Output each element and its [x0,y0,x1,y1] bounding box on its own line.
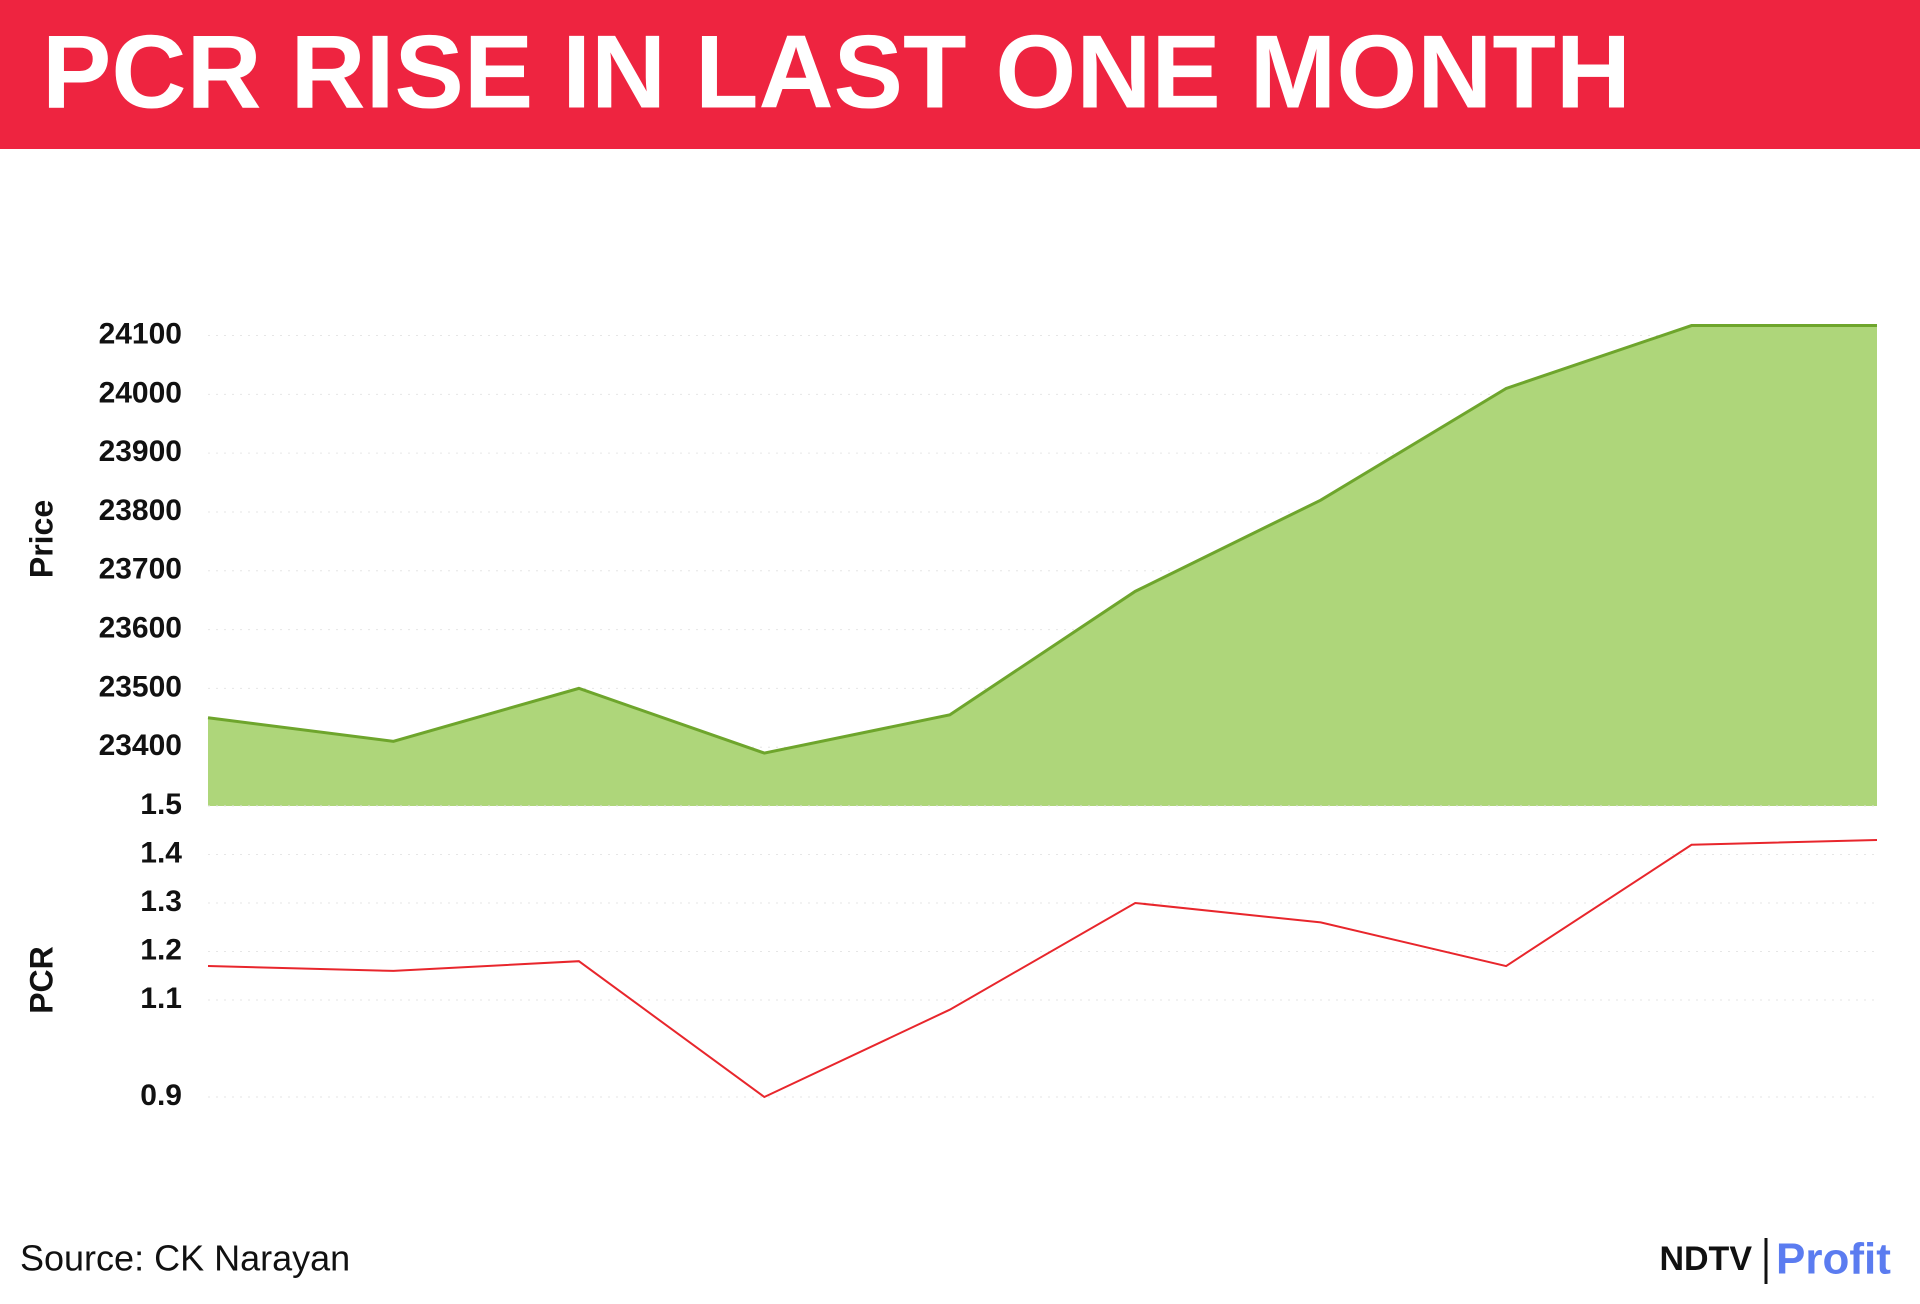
y-tick-label: 1.3 [140,885,182,918]
y-tick-label: 23900 [99,435,182,468]
y-tick-label: 1.2 [140,933,182,966]
chart-title: PCR RISE IN LAST ONE MONTH [42,14,1631,130]
area-fill [208,325,1877,806]
y-tick-label: 24000 [99,376,182,409]
brand-ndtv: NDTV [1659,1240,1752,1278]
y-axis-title: PCR [23,946,59,1014]
y-axis-title: Price [23,500,59,578]
y-tick-label: 23400 [99,729,182,762]
y-tick-label: 0.9 [140,1079,182,1112]
y-tick-label: 1.5 [140,788,182,821]
y-tick-label: 1.4 [140,836,182,869]
brand-profit: Profit [1776,1235,1891,1284]
y-tick-label: 24100 [99,317,182,350]
y-tick-label: 23600 [99,611,182,644]
y-tick-label: 1.1 [140,982,182,1015]
pcr-line [207,838,1878,1099]
header-band [0,0,1920,149]
source: Source: CK Narayan [20,1238,350,1279]
y-tick-label: 23500 [99,670,182,703]
area-line [207,324,1877,755]
y-tick-label: 23700 [99,553,182,586]
y-tick-label: 23800 [99,494,182,527]
